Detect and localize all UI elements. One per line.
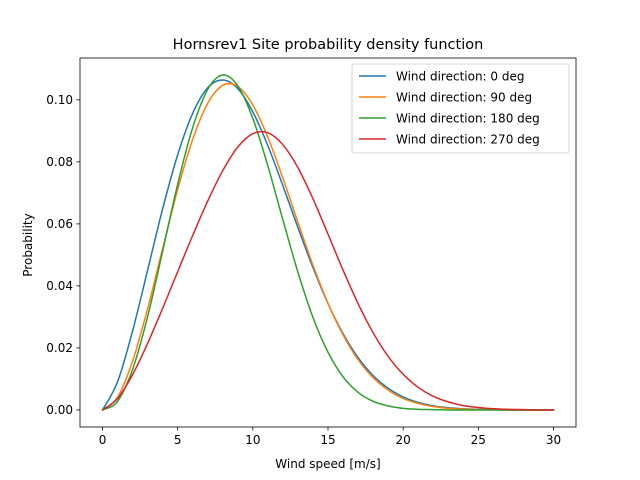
y-tick-label: 0.04 (46, 279, 73, 293)
x-tick-label: 25 (471, 433, 486, 447)
series-line-3 (101, 130, 555, 412)
y-axis-label: Probability (21, 213, 35, 276)
legend-label-2: Wind direction: 180 deg (396, 111, 540, 125)
x-tick-label: 0 (99, 433, 107, 447)
plot-area: 0 5 10 15 20 25 30 0.00 0.02 0.04 0.06 0.08 0.10 (46, 57, 577, 447)
legend-label-0: Wind direction: 0 deg (396, 69, 524, 83)
x-tick-label: 20 (396, 433, 411, 447)
legend: Wind direction: 0 deg Wind direction: 90 … (351, 63, 570, 154)
x-tick-label: 15 (320, 433, 335, 447)
legend-label-1: Wind direction: 90 deg (396, 90, 532, 104)
y-tick-label: 0.00 (46, 403, 73, 417)
chart-title: Hornsrev1 Site probability density funct… (173, 37, 484, 53)
legend-box (351, 63, 570, 154)
y-tick-label: 0.10 (46, 93, 73, 107)
x-axis-label: Wind speed [m/s] (275, 457, 380, 471)
y-tick-label: 0.02 (46, 341, 73, 355)
series-line-2 (101, 74, 555, 411)
x-tick-label: 10 (245, 433, 260, 447)
y-tick-label: 0.08 (46, 155, 73, 169)
y-tick-label: 0.06 (46, 217, 73, 231)
x-tick-label: 30 (546, 433, 561, 447)
x-tick-label: 5 (174, 433, 182, 447)
legend-label-3: Wind direction: 270 deg (396, 132, 540, 146)
